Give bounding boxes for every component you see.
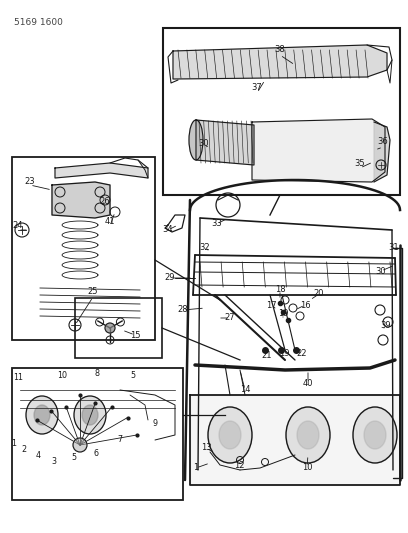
Text: 11: 11 — [13, 374, 23, 383]
Ellipse shape — [74, 396, 106, 434]
Text: 5: 5 — [71, 454, 77, 463]
Text: 28: 28 — [178, 305, 188, 314]
Text: 23: 23 — [25, 177, 35, 187]
Polygon shape — [374, 122, 390, 182]
Text: 41: 41 — [105, 217, 115, 227]
Bar — [12, 157, 155, 340]
Text: 5169 1600: 5169 1600 — [14, 18, 63, 27]
Text: 34: 34 — [163, 225, 173, 235]
Ellipse shape — [208, 407, 252, 463]
Text: 26: 26 — [100, 197, 110, 206]
Text: 16: 16 — [300, 301, 310, 310]
Text: 24: 24 — [13, 222, 23, 230]
Ellipse shape — [26, 396, 58, 434]
Text: 9: 9 — [153, 419, 157, 429]
Text: 5: 5 — [131, 370, 135, 379]
Text: 14: 14 — [240, 385, 250, 394]
Text: 31: 31 — [389, 244, 399, 253]
Circle shape — [105, 323, 115, 333]
Text: 36: 36 — [378, 138, 388, 147]
Text: 18: 18 — [275, 286, 285, 295]
Text: 1: 1 — [193, 464, 199, 472]
Text: 8: 8 — [95, 369, 100, 378]
Text: 27: 27 — [225, 313, 235, 322]
Polygon shape — [252, 119, 385, 182]
Circle shape — [73, 438, 87, 452]
Text: 21: 21 — [262, 351, 272, 359]
Polygon shape — [196, 120, 254, 165]
Text: 35: 35 — [355, 158, 365, 167]
Text: 39: 39 — [381, 321, 391, 330]
Text: 38: 38 — [275, 45, 285, 54]
Text: 6: 6 — [93, 449, 98, 458]
Text: 33: 33 — [212, 220, 222, 229]
Text: 3: 3 — [51, 456, 56, 465]
Text: 17: 17 — [266, 301, 276, 310]
Ellipse shape — [297, 421, 319, 449]
Text: 20: 20 — [314, 289, 324, 298]
Text: 29: 29 — [165, 273, 175, 282]
Text: 19: 19 — [278, 310, 288, 319]
Ellipse shape — [286, 407, 330, 463]
Polygon shape — [55, 163, 148, 178]
Text: 7: 7 — [118, 435, 122, 445]
Ellipse shape — [219, 421, 241, 449]
Text: 15: 15 — [130, 330, 140, 340]
Text: 32: 32 — [200, 243, 210, 252]
Text: 10: 10 — [302, 463, 312, 472]
Polygon shape — [52, 182, 110, 218]
Text: 25: 25 — [88, 287, 98, 296]
Text: 19: 19 — [279, 350, 289, 359]
Ellipse shape — [189, 120, 203, 160]
Ellipse shape — [353, 407, 397, 463]
Text: 10: 10 — [57, 370, 67, 379]
Bar — [163, 28, 400, 195]
Text: 22: 22 — [297, 350, 307, 359]
Text: 40: 40 — [303, 378, 313, 387]
Text: 30: 30 — [376, 266, 386, 276]
Text: 13: 13 — [201, 443, 211, 453]
Text: 1: 1 — [11, 439, 16, 448]
Bar — [12, 368, 183, 500]
Ellipse shape — [364, 421, 386, 449]
Text: 30: 30 — [199, 139, 209, 148]
Polygon shape — [173, 45, 387, 79]
Text: 2: 2 — [22, 445, 27, 454]
Text: 12: 12 — [234, 462, 244, 471]
Text: 4: 4 — [35, 450, 40, 459]
Text: 37: 37 — [252, 84, 262, 93]
Polygon shape — [190, 395, 400, 485]
Bar — [75, 298, 162, 358]
Ellipse shape — [34, 405, 50, 425]
Ellipse shape — [82, 405, 98, 425]
